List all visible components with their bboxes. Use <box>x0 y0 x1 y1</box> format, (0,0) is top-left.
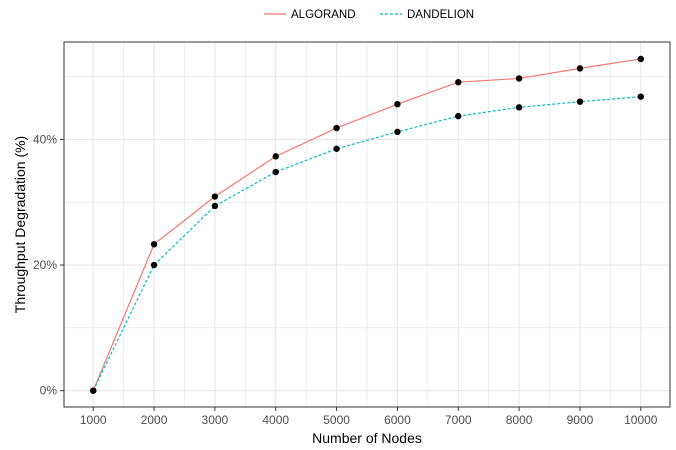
data-point-algorand <box>576 65 584 72</box>
legend-label-algorand: ALGORAND <box>291 9 356 21</box>
series-points <box>90 55 644 394</box>
data-point-algorand <box>150 241 158 248</box>
y-axis: 0% 20% 40% <box>33 132 64 398</box>
x-tick-label: 8000 <box>506 413 533 427</box>
panel-border <box>63 41 671 408</box>
grid-lines <box>64 42 670 407</box>
x-axis: 1000 2000 3000 4000 5000 6000 7000 8000 9000 1000… <box>80 407 658 427</box>
y-tick-label: 40% <box>33 132 57 146</box>
data-point-algorand <box>333 124 340 132</box>
x-tick-label: 5000 <box>323 413 350 427</box>
data-point-algorand <box>515 75 523 82</box>
data-point-dandelion <box>455 112 462 120</box>
data-point-dandelion <box>333 145 340 152</box>
data-point-dandelion <box>576 98 584 105</box>
data-point-algorand <box>211 193 219 200</box>
y-tick-label: 20% <box>33 258 57 272</box>
x-tick-label: 6000 <box>384 413 411 427</box>
series-line-algorand <box>92 58 641 391</box>
data-point-dandelion <box>150 261 158 269</box>
y-axis-title: Throughput Degradation (%) <box>12 136 28 313</box>
data-point-dandelion <box>515 104 523 111</box>
data-point-dandelion <box>90 387 97 394</box>
data-point-algorand <box>455 79 462 86</box>
data-point-dandelion <box>394 128 401 136</box>
legend: ALGORAND DANDELION <box>264 9 474 21</box>
data-point-algorand <box>394 100 401 108</box>
legend-label-dandelion: DANDELION <box>407 9 474 21</box>
data-point-dandelion <box>637 93 644 100</box>
data-point-dandelion <box>272 168 279 176</box>
data-point-algorand <box>272 153 279 160</box>
series-line-dandelion <box>92 96 641 391</box>
data-point-dandelion <box>211 202 219 210</box>
data-point-algorand <box>637 55 644 63</box>
x-tick-label: 1000 <box>80 413 107 427</box>
x-tick-label: 4000 <box>262 413 289 427</box>
x-tick-label: 3000 <box>202 413 229 427</box>
x-tick-label: 2000 <box>141 413 168 427</box>
x-tick-label: 9000 <box>567 413 594 427</box>
x-axis-title: Number of Nodes <box>312 430 422 446</box>
series-lines <box>92 58 641 391</box>
x-tick-label: 10000 <box>624 413 658 427</box>
x-tick-label: 7000 <box>445 413 472 427</box>
y-tick-label: 0% <box>40 384 58 398</box>
